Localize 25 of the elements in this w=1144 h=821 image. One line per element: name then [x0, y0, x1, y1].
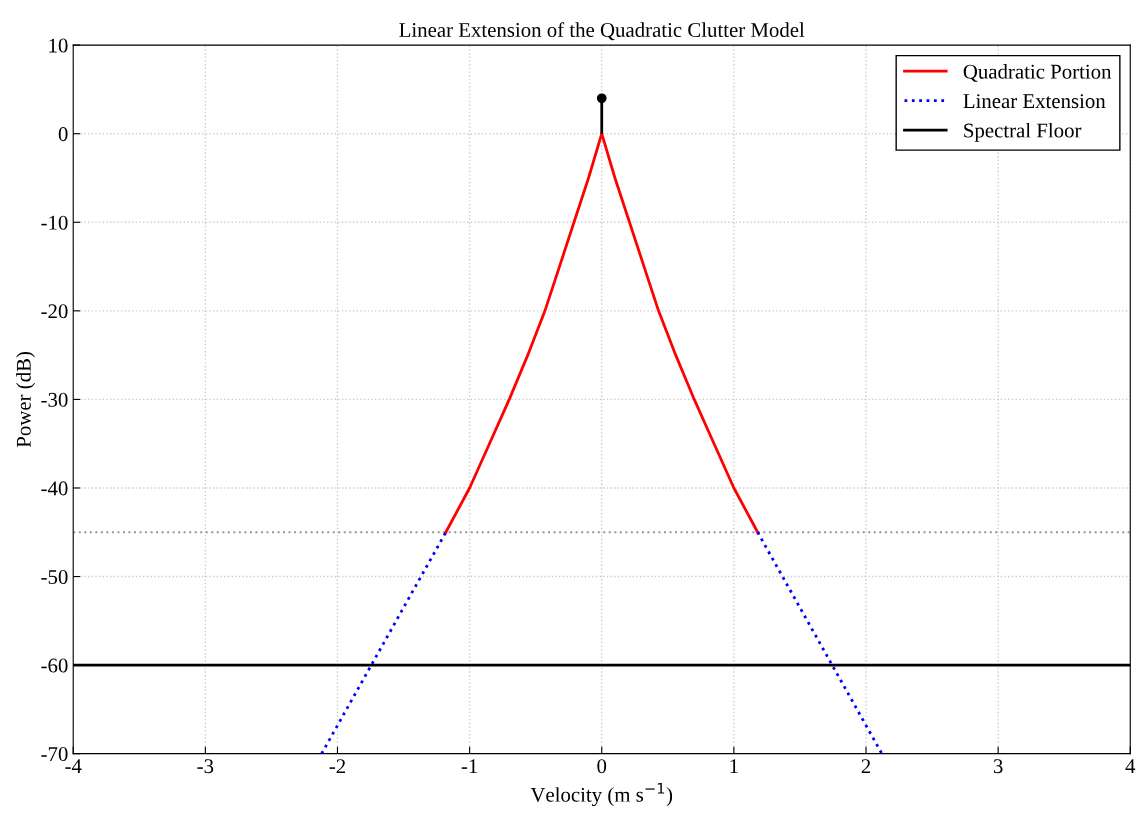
x-tick-label: 2 — [861, 759, 871, 773]
y-tick-label: 0 — [58, 127, 68, 142]
y-tick-label: -70 — [41, 747, 68, 762]
legend-label: Linear Extension — [963, 94, 1106, 109]
x-tick-label: -1 — [461, 759, 478, 773]
y-tick-label: -30 — [41, 392, 68, 407]
x-tick-label: 1 — [730, 759, 738, 773]
y-tick-label: 10 — [49, 38, 68, 53]
x-tick-label: 3 — [993, 759, 1003, 774]
y-axis-title: Power (dB) — [16, 352, 36, 448]
x-axis-title: Velocity (m s$^{−1}$) — [530, 782, 673, 807]
legend-label: Spectral Floor — [964, 122, 1082, 142]
chart-title: Linear Extension of the Quadratic Clutter Model — [399, 22, 805, 41]
legend-label: Quadratic Portion — [963, 64, 1112, 82]
x-tick-label: 0 — [597, 759, 607, 774]
y-tick-label: -10 — [41, 215, 68, 230]
x-tick-label: -4 — [65, 759, 82, 773]
x-tick-label: -3 — [197, 759, 214, 774]
x-tick-label: -2 — [329, 759, 346, 773]
x-tick-label: 4 — [1125, 759, 1136, 773]
y-tick-label: -20 — [41, 304, 68, 319]
y-tick-label: -60 — [41, 658, 68, 673]
y-tick-label: -40 — [41, 481, 68, 496]
y-tick-label: -50 — [41, 569, 68, 584]
line-series — [444, 132, 760, 534]
